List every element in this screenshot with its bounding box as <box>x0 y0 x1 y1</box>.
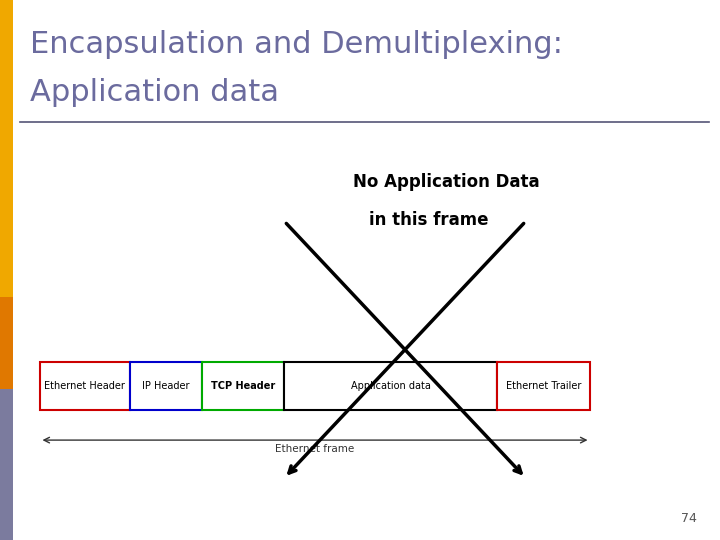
Bar <box>130 362 202 410</box>
Bar <box>497 362 590 410</box>
Text: Ethernet Header: Ethernet Header <box>44 381 125 391</box>
Text: Ethernet frame: Ethernet frame <box>275 444 355 455</box>
Text: in this frame: in this frame <box>369 211 488 228</box>
Bar <box>202 362 284 410</box>
Bar <box>0 297 13 389</box>
Text: No Application Data: No Application Data <box>353 173 540 191</box>
Text: Encapsulation and Demultiplexing:: Encapsulation and Demultiplexing: <box>30 30 563 59</box>
Bar <box>0 389 13 540</box>
Text: 74: 74 <box>681 512 697 525</box>
Text: Application data: Application data <box>30 78 279 107</box>
Text: TCP Header: TCP Header <box>211 381 275 391</box>
Bar <box>284 362 497 410</box>
Bar <box>40 362 130 410</box>
Bar <box>0 0 13 297</box>
Text: Application data: Application data <box>351 381 431 391</box>
Text: Ethernet Trailer: Ethernet Trailer <box>506 381 581 391</box>
Text: IP Header: IP Header <box>142 381 189 391</box>
